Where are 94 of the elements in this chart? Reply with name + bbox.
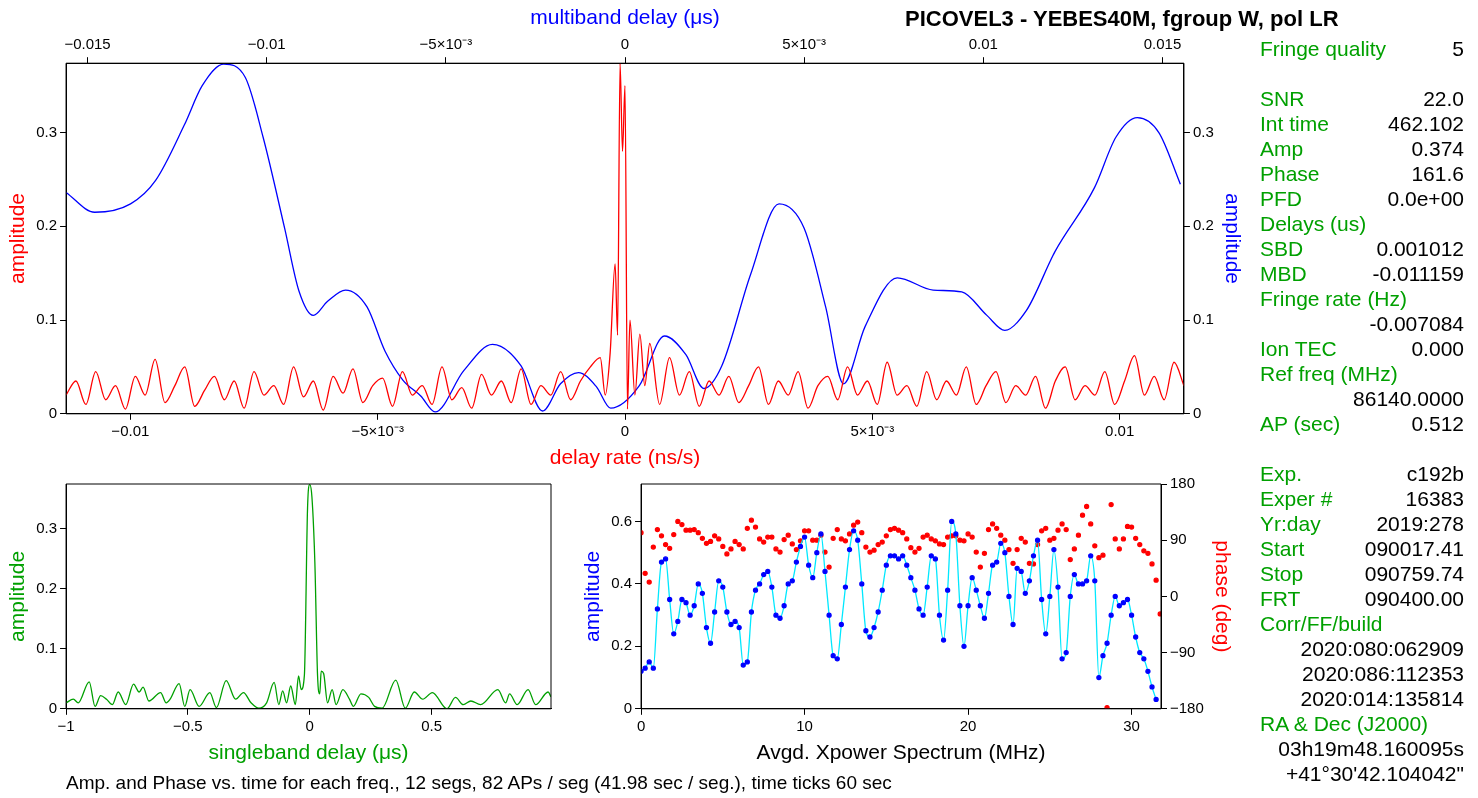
category-label: Fringe quality: [1259, 36, 1387, 61]
category-label: Corr/FF/build: [1260, 612, 1383, 635]
text: 22.0: [1423, 87, 1464, 110]
x-axis-title: Avgd. Xpower Spectrum (MHz): [756, 740, 1046, 764]
category-label: Exp.: [1259, 461, 1303, 486]
x2-axis-title: multiband delay (μs): [530, 5, 720, 29]
y2-tick-label: 90: [1170, 530, 1187, 548]
category-label: Yr:day: [1259, 511, 1321, 536]
y-tick-label: 0: [48, 698, 58, 716]
text: Amp. and Phase vs. time for each freq., 12 segs, 82 APs / seg (41.98 sec / seg.), time ticks 60 sec: [66, 772, 892, 794]
text: 5: [1452, 37, 1464, 60]
y2-tick-label: 0.1: [1192, 310, 1214, 328]
x-tick-label: 0: [305, 716, 314, 734]
y-axis-title: amplitude: [5, 550, 29, 642]
y-tick-label: 0.2: [36, 216, 58, 234]
y2-axis-title: amplitude: [1221, 192, 1245, 285]
y2-tick-label: 0.3: [1192, 122, 1214, 140]
text: 16383: [1405, 487, 1464, 510]
y2-tick-label: −180: [1170, 698, 1204, 716]
y2-axis-title: phase (deg): [1211, 540, 1235, 653]
chart-title: PICOVEL3 - YEBES40M, fgroup W, pol LR: [905, 6, 1339, 32]
x2-tick-label: −0.015: [64, 35, 111, 53]
text: 0.512: [1411, 412, 1464, 435]
text: 0.000: [1411, 337, 1464, 360]
y2-tick-label: −90: [1170, 642, 1196, 660]
x-tick-label: 20: [959, 716, 977, 734]
category-label: SNR: [1259, 86, 1305, 111]
x-tick-label: −5×10⁻³: [351, 421, 404, 439]
y-tick-label: 0.1: [36, 638, 58, 656]
category-label: Start: [1260, 537, 1305, 560]
x-tick-label: −0.5: [173, 716, 203, 734]
x2-tick-label: −5×10⁻³: [419, 35, 473, 53]
text: +41°30'42.104042": [1285, 762, 1464, 785]
y-tick-label: 0.4: [611, 574, 633, 592]
category-label: Fringe rate (Hz): [1259, 286, 1408, 311]
y-tick-label: 0.3: [36, 122, 58, 140]
y-tick-label: 0.6: [611, 511, 633, 529]
text: 090400.00: [1364, 587, 1464, 610]
text: 2020:080:062909: [1300, 637, 1464, 660]
category-label: FRT: [1260, 587, 1301, 610]
y2-tick-label: 0: [1192, 403, 1202, 421]
y-axis-title: amplitude: [5, 192, 29, 285]
text: 03h19m48.160095s: [1278, 737, 1464, 760]
x-tick-label: 10: [796, 716, 813, 734]
text: 86140.0000: [1353, 387, 1464, 410]
text: 090017.41: [1364, 537, 1464, 560]
category-label: Ion TEC: [1259, 336, 1337, 361]
x-tick-label: −1: [57, 716, 75, 734]
category-label: Stop: [1260, 562, 1304, 585]
text: -0.007084: [1369, 312, 1464, 335]
category-label: PFD: [1260, 187, 1302, 210]
text: 462.102: [1388, 112, 1464, 135]
text: 2020:086:112353: [1302, 662, 1464, 685]
category-label: RA & Dec (J2000): [1259, 711, 1429, 736]
y2-tick-label: 180: [1170, 474, 1196, 492]
category-label: Amp: [1259, 136, 1304, 161]
x-tick-label: 30: [1123, 716, 1140, 734]
text: 0.001012: [1376, 237, 1464, 260]
text: -0.011159: [1372, 262, 1464, 285]
x-axis-title: delay rate (ns/s): [549, 445, 701, 469]
category-label: AP (sec): [1259, 411, 1341, 436]
category-label: Phase: [1259, 161, 1320, 186]
category-label: MBD: [1260, 262, 1307, 285]
x-tick-label: 0.5: [421, 716, 443, 734]
text: c192b: [1406, 462, 1464, 485]
x2-tick-label: 0.01: [968, 35, 998, 53]
x-tick-label: 0.01: [1105, 421, 1135, 439]
x-tick-label: 0: [636, 716, 646, 734]
y2-tick-label: 0: [1170, 586, 1179, 604]
category-label: Int time: [1259, 111, 1329, 136]
x2-tick-label: 0.015: [1143, 35, 1182, 53]
category-label: Exper #: [1259, 486, 1333, 511]
x2-tick-label: 5×10⁻³: [782, 35, 827, 53]
x-tick-label: 5×10⁻³: [850, 421, 895, 439]
text: 2020:014:135814: [1300, 687, 1464, 710]
y-tick-label: 0.3: [36, 519, 58, 537]
x-tick-label: −0.01: [111, 421, 150, 439]
x2-tick-label: −0.01: [247, 35, 286, 53]
y-tick-label: 0: [623, 698, 633, 716]
y-axis-title: amplitude: [580, 550, 604, 642]
category-label: Delays (us): [1260, 212, 1367, 235]
text: 0.0e+00: [1387, 187, 1464, 210]
y2-tick-label: 0.2: [1192, 216, 1214, 234]
x-axis-title: singleband delay (μs): [208, 740, 409, 764]
category-label: SBD: [1260, 237, 1304, 260]
category-label: Ref freq (MHz): [1259, 361, 1398, 386]
text: 161.6: [1411, 162, 1464, 185]
y-tick-label: 0.1: [36, 310, 58, 328]
y-tick-label: 0.2: [36, 579, 58, 597]
text: 0.374: [1411, 137, 1464, 160]
text: 090759.74: [1364, 562, 1464, 585]
y-tick-label: 0: [48, 403, 58, 421]
text: 2019:278: [1376, 512, 1464, 535]
y-tick-label: 0.2: [611, 636, 633, 654]
